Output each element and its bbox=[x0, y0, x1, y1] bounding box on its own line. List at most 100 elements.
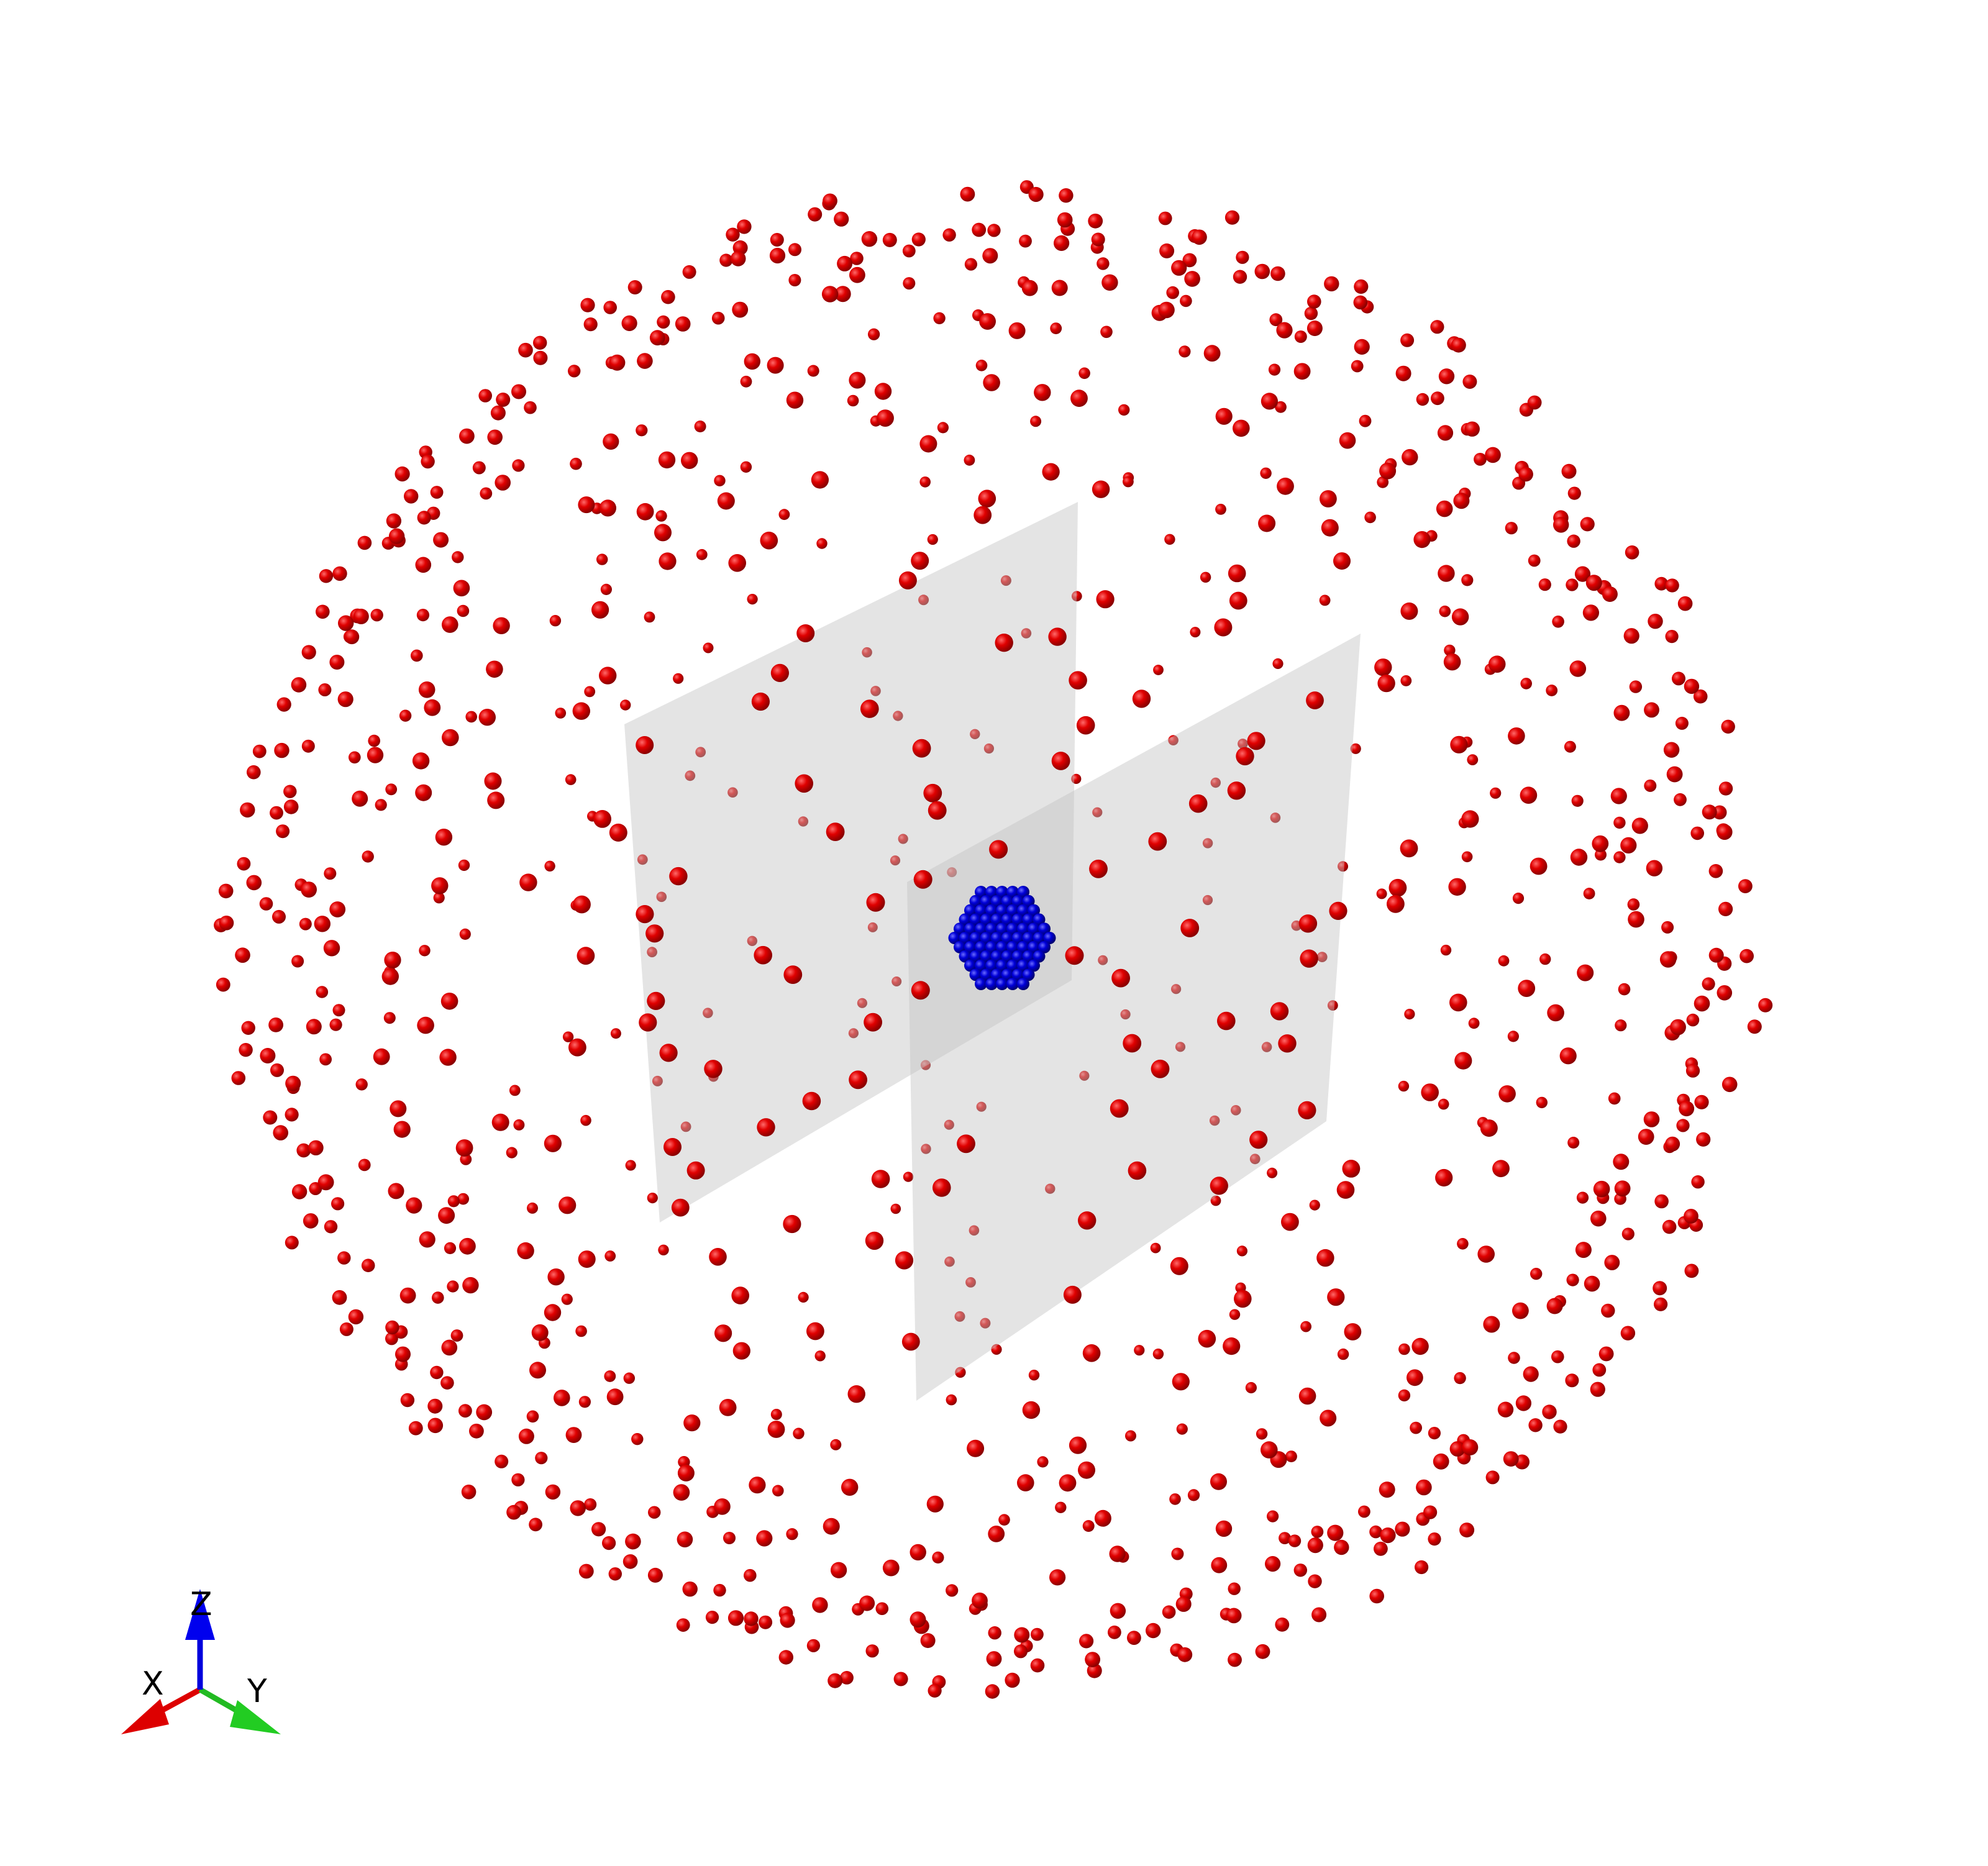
shell-particle bbox=[240, 802, 255, 818]
shell-particle bbox=[549, 615, 562, 627]
shell-particle bbox=[942, 228, 956, 242]
shell-particle bbox=[1175, 1042, 1186, 1052]
shell-particle bbox=[1440, 944, 1452, 956]
shell-particle bbox=[1267, 1510, 1279, 1522]
shell-particle bbox=[677, 1531, 693, 1548]
shell-particle bbox=[1236, 250, 1249, 264]
shell-particle bbox=[1592, 1363, 1607, 1377]
cluster-atom bbox=[1022, 968, 1035, 981]
shell-particle bbox=[795, 774, 813, 793]
shell-particle bbox=[1395, 365, 1411, 381]
shell-particle bbox=[1559, 1047, 1577, 1065]
shell-particle bbox=[1082, 1344, 1101, 1362]
shell-particle bbox=[433, 532, 449, 548]
shell-particle bbox=[1576, 1191, 1589, 1204]
shell-particle bbox=[439, 1049, 457, 1066]
shell-particle bbox=[788, 274, 801, 286]
shell-particle bbox=[1190, 627, 1201, 638]
shell-particle bbox=[696, 548, 708, 560]
shell-particle bbox=[1627, 898, 1640, 911]
shell-particle bbox=[400, 1393, 415, 1408]
shell-particle bbox=[519, 873, 537, 891]
shell-particle bbox=[395, 1346, 411, 1362]
shell-particle bbox=[1474, 453, 1487, 466]
shell-particle bbox=[988, 1526, 1005, 1542]
shell-particle bbox=[639, 1013, 657, 1032]
shell-particle bbox=[455, 1139, 473, 1157]
shell-particle bbox=[458, 859, 470, 872]
shell-particle bbox=[1547, 1004, 1564, 1022]
shell-particle bbox=[1684, 1263, 1699, 1278]
shell-particle bbox=[385, 1320, 399, 1335]
shell-particle bbox=[1017, 1474, 1034, 1491]
shell-particle bbox=[1078, 1461, 1095, 1479]
shell-particle bbox=[1159, 243, 1175, 258]
shell-particle bbox=[1631, 817, 1648, 834]
shell-particle bbox=[682, 1582, 698, 1597]
shell-particle bbox=[329, 655, 345, 670]
shell-particle bbox=[495, 1454, 509, 1468]
shell-particle bbox=[323, 940, 340, 957]
shell-particle bbox=[1134, 1345, 1145, 1356]
shell-particle bbox=[1324, 276, 1339, 292]
cluster-atom bbox=[1038, 922, 1051, 935]
shell-particle bbox=[1028, 1370, 1040, 1381]
shell-particle bbox=[344, 629, 360, 645]
shell-particle bbox=[703, 1008, 713, 1018]
shell-particle bbox=[1546, 685, 1558, 696]
shell-particle bbox=[783, 1214, 801, 1234]
shell-particle bbox=[727, 1610, 744, 1626]
shell-particle bbox=[1168, 735, 1179, 745]
shell-particle bbox=[1118, 404, 1130, 416]
cluster-atom bbox=[1011, 950, 1024, 963]
shell-particle bbox=[1327, 1000, 1338, 1011]
shell-particle bbox=[1021, 628, 1032, 639]
shell-particle bbox=[1512, 1302, 1529, 1319]
cluster-atom bbox=[1022, 894, 1035, 908]
shell-particle bbox=[1085, 1652, 1100, 1668]
shell-particle bbox=[1319, 594, 1331, 606]
shell-particle bbox=[337, 1251, 351, 1265]
shell-particle bbox=[1350, 743, 1361, 754]
shell-particle bbox=[352, 790, 368, 807]
shell-particle bbox=[1272, 658, 1284, 669]
shell-particle bbox=[1653, 1281, 1667, 1296]
shell-particle bbox=[1721, 719, 1735, 734]
shell-particle bbox=[1536, 1096, 1548, 1109]
shell-particle bbox=[1431, 391, 1444, 406]
shell-particle bbox=[979, 313, 996, 330]
shell-particle bbox=[535, 1452, 548, 1465]
shell-particle bbox=[1584, 1275, 1600, 1292]
shell-particle bbox=[329, 901, 346, 917]
shell-particle bbox=[1030, 1658, 1045, 1673]
shell-particle bbox=[381, 968, 399, 985]
shell-particle bbox=[575, 1325, 587, 1337]
shell-particle bbox=[967, 1439, 985, 1457]
shell-particle bbox=[1567, 534, 1580, 548]
shell-particle bbox=[1477, 1245, 1495, 1263]
shell-particle bbox=[1078, 1211, 1097, 1230]
shell-particle bbox=[1648, 614, 1663, 629]
shell-particle bbox=[1260, 467, 1272, 479]
shell-particle bbox=[506, 1147, 518, 1158]
shell-particle bbox=[285, 1108, 299, 1122]
shell-particle bbox=[732, 1342, 750, 1360]
shell-particle bbox=[1395, 1521, 1410, 1537]
shell-particle bbox=[1226, 1608, 1242, 1624]
shell-particle bbox=[568, 1038, 586, 1057]
shell-particle bbox=[1691, 1175, 1705, 1189]
shell-particle bbox=[442, 616, 458, 633]
shell-particle bbox=[923, 783, 942, 803]
shell-particle bbox=[239, 1043, 253, 1057]
shell-particle bbox=[1665, 630, 1679, 644]
cluster-atom bbox=[996, 886, 1008, 898]
shell-particle bbox=[270, 806, 283, 820]
cluster-atom bbox=[1033, 950, 1046, 963]
shell-particle bbox=[1049, 1569, 1066, 1586]
shell-particle bbox=[1211, 1557, 1228, 1573]
shell-particle bbox=[1223, 1337, 1241, 1355]
shell-particle bbox=[744, 1568, 757, 1582]
shell-particle bbox=[593, 810, 611, 828]
shell-particle bbox=[1092, 480, 1110, 498]
